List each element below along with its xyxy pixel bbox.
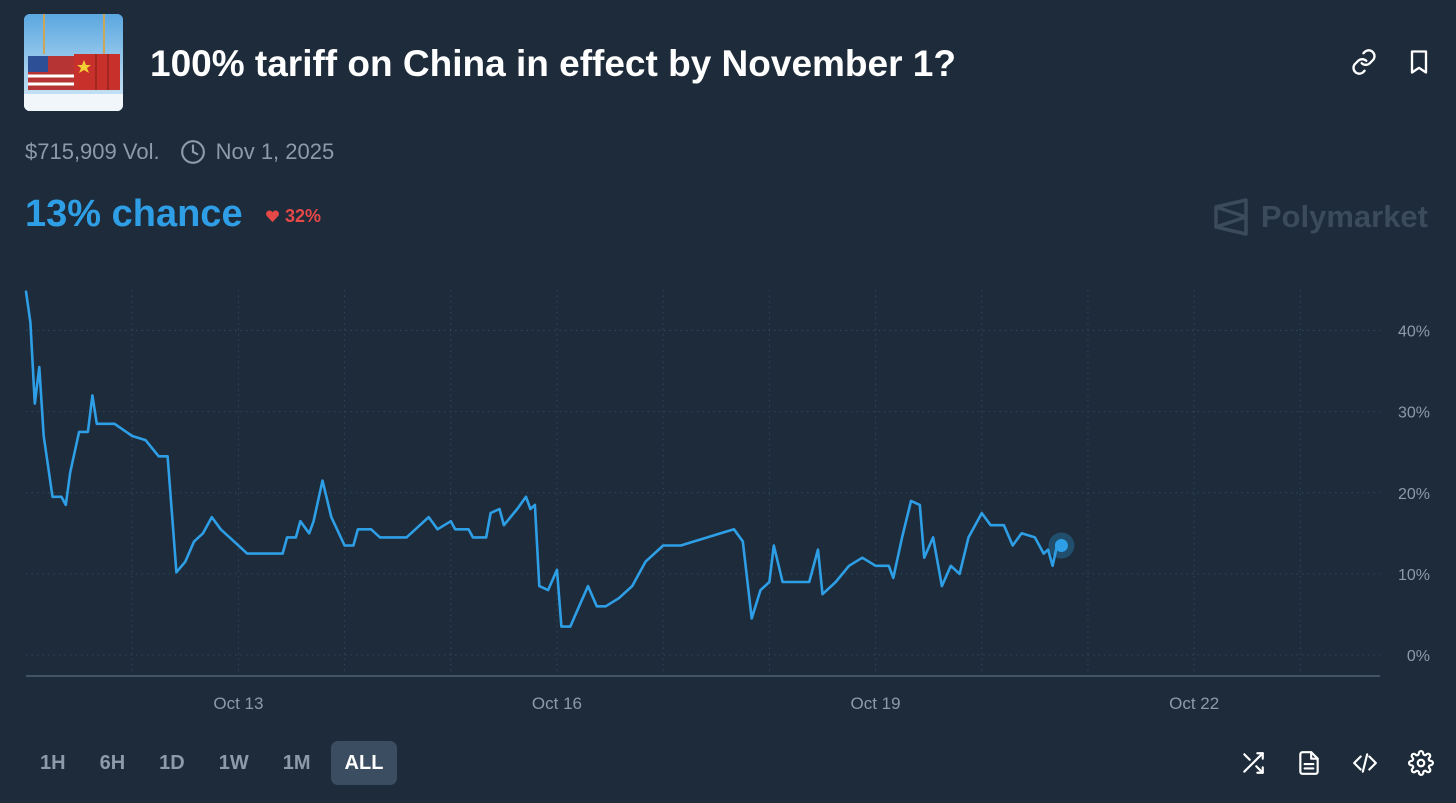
bookmark-icon[interactable] [1405, 48, 1433, 76]
x-axis-labels: Oct 13 Oct 16 Oct 19 Oct 22 [213, 694, 1219, 713]
timeframe-6h[interactable]: 6H [99, 751, 126, 774]
timeframe-1m[interactable]: 1M [282, 751, 311, 774]
change-value: 32% [285, 205, 322, 226]
x-tick-label: Oct 19 [851, 694, 901, 713]
brand-name: Polymarket [1260, 199, 1428, 234]
settings-gear-icon[interactable] [1408, 750, 1434, 776]
link-icon[interactable] [1350, 48, 1378, 76]
y-axis-labels: 0% 10% 20% 30% 40% [1398, 324, 1430, 665]
change-badge: 32% [265, 204, 321, 228]
shipping-containers-icon [24, 14, 123, 111]
chart-tools [1240, 748, 1434, 778]
current-point-marker [1054, 539, 1068, 552]
market-title: 100% tariff on China in effect by Novemb… [150, 43, 956, 84]
shuffle-icon[interactable] [1240, 750, 1266, 776]
embed-code-icon[interactable] [1352, 750, 1378, 776]
polymarket-watermark: Polymarket [1213, 196, 1428, 238]
timeframe-1d[interactable]: 1D [159, 751, 185, 774]
y-tick-label: 20% [1398, 486, 1430, 503]
series-line [24, 290, 1063, 628]
market-meta: $715,909 Vol. Nov 1, 2025 [25, 137, 334, 167]
price-chart[interactable]: 0% 10% 20% 30% 40% Oct 13 Oct 16 Oct 19 Oct 22 [0, 250, 1456, 730]
chart-horizontal-grid [26, 330, 1380, 656]
heart-down-icon [266, 210, 279, 222]
clock-icon [180, 140, 205, 164]
document-icon[interactable] [1296, 750, 1322, 776]
x-tick-label: Oct 16 [532, 694, 582, 713]
chance-label: 13% chance [25, 193, 243, 235]
market-thumbnail [24, 14, 123, 111]
x-tick-label: Oct 13 [213, 694, 263, 713]
x-tick-label: Oct 22 [1169, 694, 1219, 713]
y-tick-label: 10% [1398, 567, 1430, 584]
volume-text: $715,909 Vol. [25, 139, 160, 164]
y-tick-label: 0% [1407, 648, 1430, 665]
polymarket-logo-icon [1214, 198, 1248, 236]
timeframe-1w[interactable]: 1W [218, 751, 249, 774]
timeframe-1h[interactable]: 1H [40, 751, 66, 774]
chart-vertical-grid [131, 290, 1301, 676]
timeframe-all[interactable]: ALL [330, 741, 398, 785]
end-date-text: Nov 1, 2025 [215, 139, 335, 164]
y-tick-label: 30% [1398, 405, 1430, 422]
timeframe-selector: 1H 6H 1D 1W 1M ALL [26, 741, 403, 785]
y-tick-label: 40% [1398, 324, 1430, 341]
